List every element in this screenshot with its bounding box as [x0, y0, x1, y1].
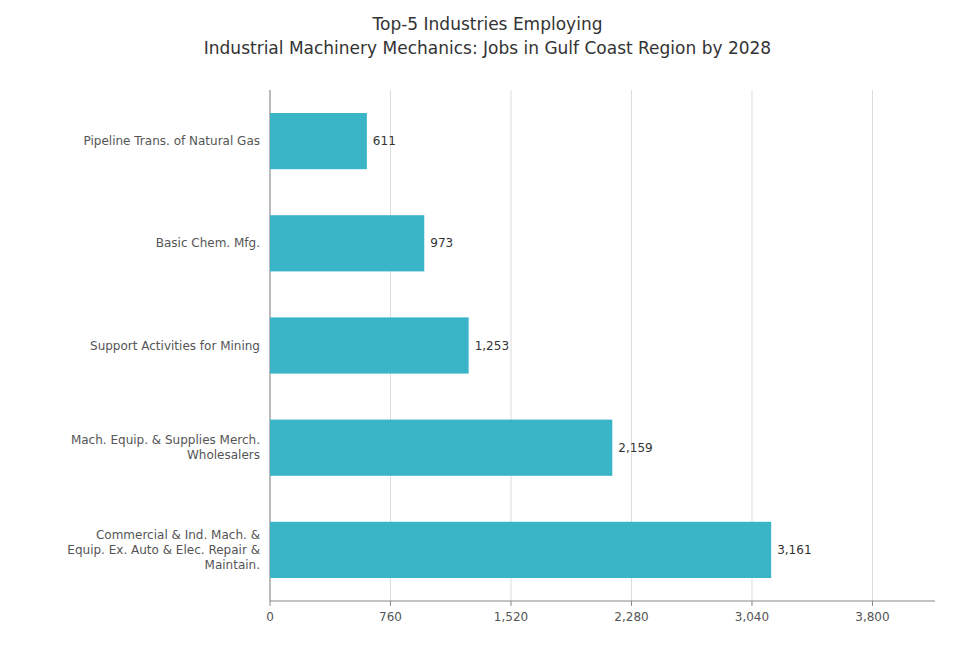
data-label: 973	[430, 236, 453, 250]
grid	[270, 90, 872, 601]
text-line: Equip. Ex. Auto & Elec. Repair &	[67, 543, 260, 557]
chart-svg: Top-5 Industries Employing Industrial Mac…	[0, 0, 975, 656]
text-line: Mach. Equip. & Supplies Merch.	[71, 433, 260, 447]
tick-label: 3,040	[735, 610, 769, 624]
title-line: Top-5 Industries Employing	[372, 14, 603, 34]
title: Top-5 Industries Employing Industrial Mac…	[204, 14, 771, 58]
bar	[270, 317, 469, 373]
text-line: Basic Chem. Mfg.	[156, 236, 260, 250]
bar	[270, 215, 424, 271]
y-axis: Commercial & Ind. Mach. &Equip. Ex. Auto…	[67, 134, 260, 572]
grid-line	[872, 90, 873, 601]
data-label: 2,159	[618, 441, 652, 455]
category-label: Mach. Equip. & Supplies Merch.Wholesaler…	[71, 433, 260, 462]
category-label: Support Activities for Mining	[90, 339, 260, 353]
data-labels: 3,161 2,159 1,253 973 611	[373, 134, 812, 557]
chart-container: Top-5 Industries Employing Industrial Mac…	[0, 0, 975, 656]
text-line: Wholesalers	[187, 448, 260, 462]
text-line: Commercial & Ind. Mach. &	[96, 528, 260, 542]
tick-label: 3,800	[855, 610, 889, 624]
text-line: Support Activities for Mining	[90, 339, 260, 353]
bar	[270, 522, 771, 578]
tick-label: 760	[379, 610, 402, 624]
tick-mark	[872, 601, 873, 606]
tick-label: 2,280	[614, 610, 648, 624]
bars	[270, 113, 771, 578]
tick-mark	[510, 601, 511, 606]
x-axis: 0 760 1,520 2,280 3,040 3,800	[266, 90, 935, 624]
bar	[270, 113, 367, 169]
category-label: Pipeline Trans. of Natural Gas	[84, 134, 260, 148]
tick-mark	[751, 601, 752, 606]
bar	[270, 420, 612, 476]
text-line: Pipeline Trans. of Natural Gas	[84, 134, 260, 148]
text-line: Maintain.	[205, 558, 260, 572]
x-axis-line	[270, 601, 935, 602]
data-label: 1,253	[475, 339, 509, 353]
category-label: Commercial & Ind. Mach. &Equip. Ex. Auto…	[67, 528, 260, 572]
tick-mark	[631, 601, 632, 606]
page: {"chart_data": { "type": "bar", "orienta…	[0, 0, 975, 656]
data-label: 611	[373, 134, 396, 148]
data-label: 3,161	[777, 543, 811, 557]
tick-label: 0	[266, 610, 274, 624]
category-label: Basic Chem. Mfg.	[156, 236, 260, 250]
tick-label: 1,520	[494, 610, 528, 624]
tick-mark	[270, 601, 271, 606]
title-line: Industrial Machinery Mechanics: Jobs in …	[204, 38, 771, 58]
tick-mark	[390, 601, 391, 606]
